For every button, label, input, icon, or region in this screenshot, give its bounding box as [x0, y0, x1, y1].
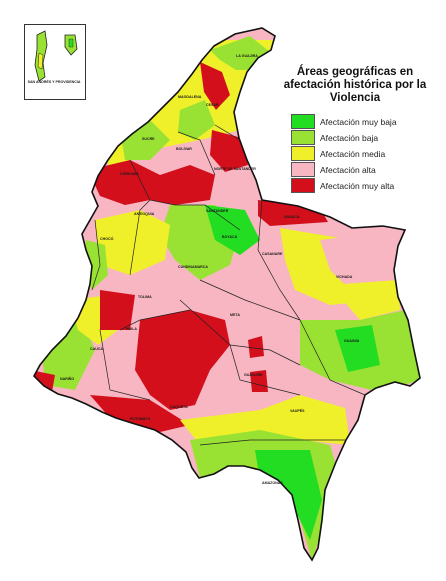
- zone-bolivar-green: [178, 100, 215, 140]
- label-caqueta: CAQUETÁ: [170, 404, 188, 409]
- label-bolivar: BOLÍVAR: [176, 146, 192, 151]
- label-putumayo: PUTUMAYO: [130, 417, 150, 421]
- zone-cesar-red: [200, 62, 230, 110]
- label-narino: NARIÑO: [60, 376, 74, 381]
- label-meta: META: [230, 313, 240, 317]
- legend-label: Afectación baja: [320, 132, 379, 143]
- legend-item: Afectación media: [291, 146, 441, 161]
- region-labels: LA GUAJIRA MAGDALENA CESAR BOLÍVAR SUCRE…: [60, 54, 360, 485]
- label-choco: CHOCÓ: [100, 236, 114, 241]
- department-boundaries: [91, 124, 366, 446]
- label-cauca: CAUCA: [90, 347, 103, 351]
- label-sucre: SUCRE: [142, 137, 155, 141]
- zone-guainia-muybaja: [335, 325, 380, 372]
- label-arauca: ARAUCA: [284, 215, 300, 219]
- label-guaviare: GUAVIARE: [244, 373, 263, 377]
- legend-label: Afectación media: [320, 148, 386, 159]
- zone-cauca-red: [100, 290, 135, 330]
- label-la-guajira: LA GUAJIRA: [236, 54, 258, 58]
- label-boyaca: BOYACÁ: [222, 234, 238, 239]
- label-antioquia: ANTIOQUIA: [134, 212, 155, 216]
- label-cundinamarca: CUNDINAMARCA: [178, 265, 208, 269]
- legend-item: Afectación muy baja: [291, 114, 441, 129]
- zone-ns-red: [210, 130, 248, 172]
- country-outline: [33, 27, 421, 562]
- legend-label: Afectación muy alta: [320, 180, 395, 191]
- label-amazonas: AMAZONAS: [262, 481, 283, 485]
- zone-narino-red: [90, 395, 190, 432]
- label-cesar: CESAR: [206, 103, 219, 107]
- inset-san-andres: [24, 24, 86, 100]
- legend-swatch: [291, 114, 315, 129]
- legend-item: Afectación alta: [291, 162, 441, 177]
- zone-andes-yellow: [95, 210, 170, 275]
- legend-item: Afectación muy alta: [291, 178, 441, 193]
- legend-swatch: [291, 162, 315, 177]
- zone-boyaca-green: [205, 205, 260, 255]
- legend-swatch: [291, 178, 315, 193]
- legend-item: Afectación baja: [291, 130, 441, 145]
- zone-antioquia-red: [88, 160, 215, 205]
- zone-vichada-pink: [320, 230, 400, 290]
- label-norte-de-santander: NORTE DE SANTANDER: [214, 167, 256, 171]
- zone-meta-red2: [248, 336, 264, 358]
- legend-swatch: [291, 146, 315, 161]
- zone-vichada-yellow: [330, 280, 400, 320]
- label-huila: HUILA: [126, 327, 137, 331]
- label-magdalena: MAGDALENA: [178, 95, 202, 99]
- legend-label: Afectación muy baja: [320, 116, 397, 127]
- label-vaupes: VAUPÉS: [290, 408, 305, 413]
- legend-label: Afectación alta: [320, 164, 376, 175]
- label-tolima: TOLIMA: [138, 295, 152, 299]
- label-guainia: GUAINÍA: [344, 338, 360, 343]
- legend-swatch: [291, 130, 315, 145]
- label-casanare: CASANARE: [262, 252, 283, 256]
- zone-amazon-muybaja: [255, 450, 322, 540]
- label-santander: SANTANDER: [206, 209, 229, 213]
- inset-label: SAN ANDRÉS Y PROVIDENCIA: [27, 80, 81, 84]
- zone-meta-red: [135, 310, 230, 410]
- map-title: Áreas geográficas en afectación históric…: [283, 66, 427, 104]
- legend: Afectación muy baja Afectación baja Afec…: [291, 114, 441, 194]
- zone-arauca-red: [258, 200, 328, 226]
- label-cordoba: CÓRDOBA: [120, 171, 139, 176]
- zone-guaviare-red: [250, 370, 268, 392]
- inset-islands: [34, 30, 78, 82]
- zone-south-yellow: [180, 395, 350, 445]
- label-vichada: VICHADA: [336, 275, 353, 279]
